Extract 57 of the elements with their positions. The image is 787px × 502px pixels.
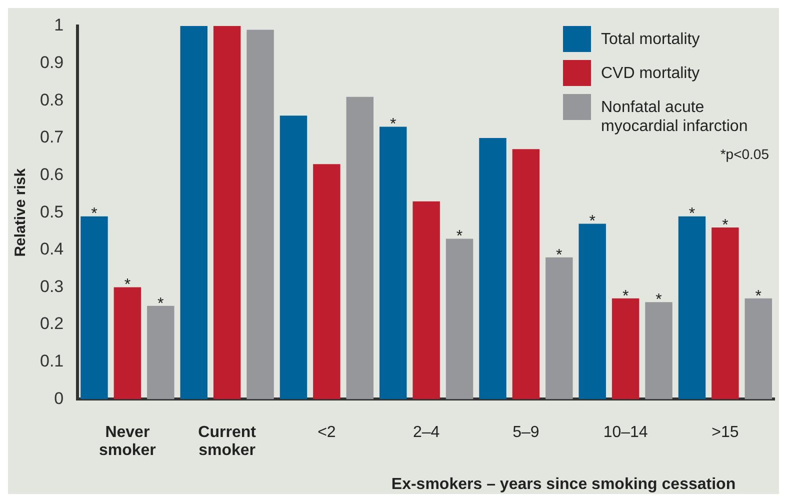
bar (546, 257, 573, 400)
data-label: * (158, 295, 164, 312)
y-tick-label: 0.1 (40, 352, 64, 371)
data-label: * (656, 292, 662, 309)
bar (80, 216, 108, 400)
bar (213, 26, 241, 400)
bar (412, 201, 440, 400)
bar (744, 298, 772, 400)
bar (678, 216, 706, 400)
bar (147, 306, 174, 400)
bar (712, 228, 739, 400)
y-tick-label: 0.9 (40, 53, 64, 72)
x-tick-label: <2 (318, 424, 336, 441)
data-label: * (390, 116, 396, 134)
bar (346, 96, 374, 400)
y-tick-label: 0.8 (40, 90, 64, 110)
data-label: * (556, 246, 562, 264)
y-tick-label: 0.3 (40, 276, 64, 296)
text: Ex-smokers – years since smoking cessation (390, 476, 737, 494)
data-label: * (755, 288, 762, 305)
bar (114, 287, 142, 400)
bar (512, 149, 540, 400)
data-label: * (456, 228, 463, 246)
bar (280, 116, 308, 400)
x-tick-label: Never smoker (98, 424, 156, 460)
data-label: * (688, 206, 696, 223)
x-tick-label: >15 (712, 424, 739, 441)
bar (578, 224, 606, 400)
y-tick-label: 0.6 (40, 164, 64, 184)
y-axis-title: Relative risk (12, 168, 30, 257)
legend-label: Total mortality (601, 30, 700, 49)
y-tick-label: 0.7 (40, 128, 64, 147)
x-tick-label: 10–14 (603, 424, 648, 441)
data-label: * (124, 276, 131, 294)
bar (379, 126, 407, 400)
bar (180, 26, 208, 400)
y-tick-label: 0 (54, 388, 64, 408)
bar (645, 302, 672, 400)
y-tick-label: 1 (54, 16, 64, 35)
y-tick-label: 0.5 (40, 202, 64, 222)
bar (612, 298, 640, 400)
data-label: * (589, 213, 596, 230)
bar (446, 238, 474, 400)
x-tick-label: 5–9 (512, 424, 540, 441)
bar (313, 164, 340, 400)
annotation: *p<0.05 (719, 146, 770, 162)
legend-label: Nonfatal acute myocardial infarction (601, 98, 749, 136)
x-tick-label: Current smoker (198, 424, 257, 460)
x-tick-label: 2–4 (412, 424, 440, 441)
y-tick-label: 0.2 (40, 314, 64, 334)
data-label: * (722, 216, 728, 234)
y-tick-label: 0.4 (40, 240, 64, 259)
bar (479, 138, 506, 400)
data-label: * (622, 288, 629, 305)
data-label: * (91, 206, 98, 223)
bar (246, 30, 274, 400)
legend-label: CVD mortality (601, 64, 700, 83)
